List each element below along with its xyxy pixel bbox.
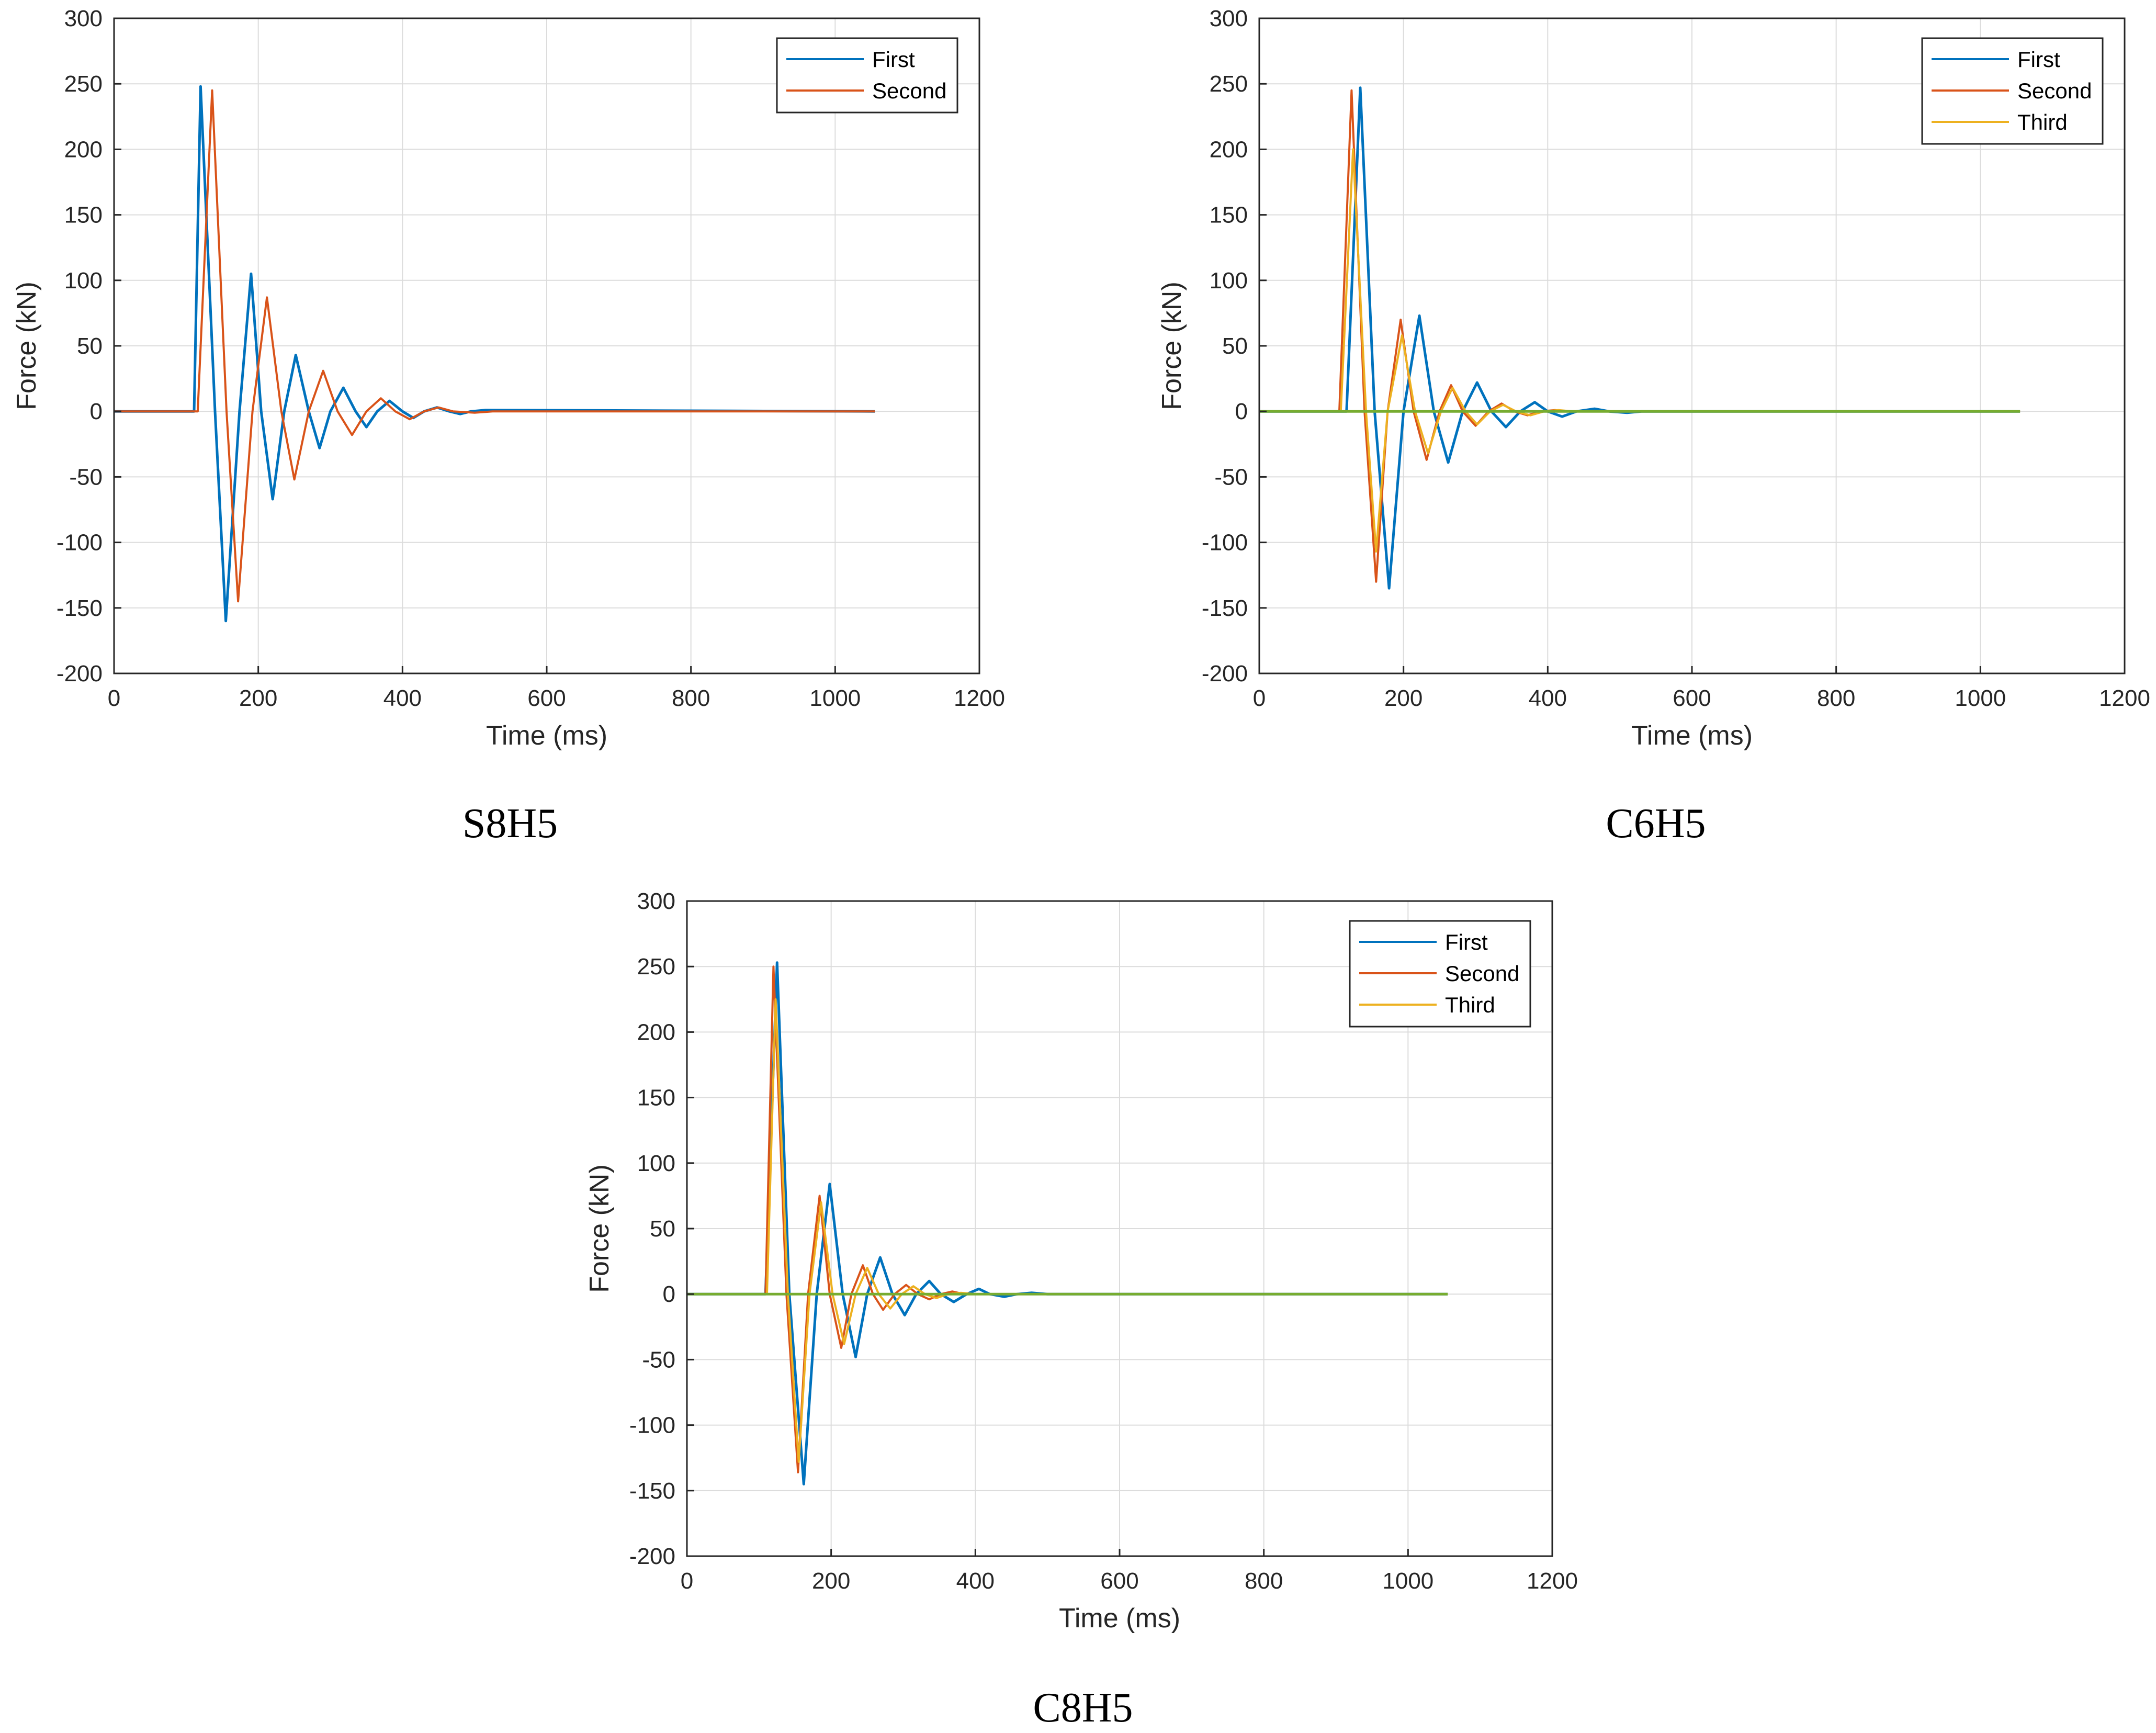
y-tick-label: 50 bbox=[650, 1216, 675, 1242]
x-axis-label: Time (ms) bbox=[1631, 721, 1753, 751]
y-tick-label: 50 bbox=[77, 333, 103, 359]
y-tick-label: -200 bbox=[629, 1544, 675, 1569]
series-line-second bbox=[114, 89, 875, 603]
x-tick-label: 400 bbox=[383, 685, 422, 711]
y-tick-label: -200 bbox=[1202, 661, 1248, 687]
x-tick-label: 800 bbox=[1245, 1568, 1283, 1594]
legend-label-second: Second bbox=[872, 78, 946, 103]
x-tick-label: 200 bbox=[1384, 685, 1423, 711]
x-tick-label: 1200 bbox=[2099, 685, 2150, 711]
x-tick-label: 1200 bbox=[1527, 1568, 1578, 1594]
y-tick-label: -150 bbox=[629, 1478, 675, 1504]
y-tick-label: 100 bbox=[1210, 268, 1248, 294]
chart-caption: S8H5 bbox=[462, 801, 558, 847]
y-axis-label: Force (kN) bbox=[12, 282, 42, 410]
y-tick-label: 150 bbox=[1210, 202, 1248, 228]
legend: First Second Third bbox=[1921, 37, 2104, 145]
y-tick-label: 300 bbox=[637, 888, 675, 914]
series-line-first bbox=[1259, 86, 2020, 590]
x-tick-label: 0 bbox=[681, 1568, 693, 1594]
y-tick-label: 300 bbox=[1210, 6, 1248, 31]
y-tick-label: 150 bbox=[64, 202, 103, 228]
x-tick-label: 0 bbox=[108, 685, 120, 711]
y-tick-label: -200 bbox=[57, 661, 103, 687]
x-tick-label: 1000 bbox=[1955, 685, 2006, 711]
x-axis-label: Time (ms) bbox=[1059, 1603, 1180, 1634]
series-line-third bbox=[687, 998, 1448, 1463]
series-line-third bbox=[1259, 148, 2020, 553]
y-axis-label: Force (kN) bbox=[584, 1164, 615, 1293]
chart-panel-s8h5: 0 200 400 600 800 1000 1200 -200 -150 -100 -50 0 50 1… bbox=[12, 6, 1005, 847]
x-tick-label: 400 bbox=[956, 1568, 995, 1594]
y-tick-label: -150 bbox=[1202, 595, 1248, 621]
legend-label-first: First bbox=[872, 47, 915, 72]
x-tick-label: 600 bbox=[1673, 685, 1711, 711]
x-tick-label: 400 bbox=[1529, 685, 1567, 711]
y-tick-label: -150 bbox=[57, 595, 103, 621]
x-tick-label: 600 bbox=[527, 685, 566, 711]
y-tick-label: 250 bbox=[637, 954, 675, 980]
y-tick-label: 200 bbox=[64, 137, 103, 162]
y-tick-label: -100 bbox=[1202, 530, 1248, 556]
chart-panel-c8h5: 0 200 400 600 800 1000 1200 -200 -150 -100 -50 0 50 1… bbox=[584, 888, 1578, 1731]
y-tick-label: 0 bbox=[90, 399, 103, 424]
x-tick-label: 200 bbox=[239, 685, 277, 711]
legend-label-first: First bbox=[1445, 930, 1488, 954]
legend-label-second: Second bbox=[2017, 78, 2092, 103]
y-axis-label: Force (kN) bbox=[1157, 282, 1187, 410]
chart-caption: C8H5 bbox=[1033, 1685, 1133, 1731]
y-tick-label: 0 bbox=[663, 1281, 675, 1307]
legend: First Second Third bbox=[1349, 920, 1531, 1028]
y-tick-label: 150 bbox=[637, 1085, 675, 1111]
x-tick-label: 800 bbox=[1817, 685, 1855, 711]
x-tick-label: 600 bbox=[1100, 1568, 1138, 1594]
y-tick-label: -50 bbox=[642, 1347, 675, 1372]
y-tick-label: -50 bbox=[69, 464, 103, 490]
x-tick-label: 1200 bbox=[954, 685, 1005, 711]
y-tick-label: 0 bbox=[1235, 399, 1248, 424]
y-tick-label: -100 bbox=[629, 1413, 675, 1438]
legend-label-third: Third bbox=[1445, 993, 1495, 1017]
legend-box bbox=[776, 37, 958, 114]
chart-panel-c6h5: 0 200 400 600 800 1000 1200 -200 -150 -100 -50 0 50 1… bbox=[1157, 6, 2150, 847]
x-tick-label: 1000 bbox=[1382, 1568, 1433, 1594]
x-axis-label: Time (ms) bbox=[486, 721, 607, 751]
x-tick-label: 200 bbox=[812, 1568, 850, 1594]
y-tick-label: 100 bbox=[637, 1151, 675, 1176]
x-tick-label: 1000 bbox=[809, 685, 861, 711]
y-tick-label: 200 bbox=[1210, 137, 1248, 162]
legend-label-first: First bbox=[2017, 47, 2060, 72]
y-tick-label: 250 bbox=[64, 71, 103, 97]
y-tick-label: 100 bbox=[64, 268, 103, 294]
y-tick-label: 200 bbox=[637, 1019, 675, 1045]
x-tick-label: 800 bbox=[672, 685, 710, 711]
legend-box bbox=[1921, 37, 2104, 145]
legend: First Second bbox=[776, 37, 958, 114]
x-tick-label: 0 bbox=[1253, 685, 1266, 711]
series-line-first bbox=[687, 961, 1448, 1486]
y-tick-label: -50 bbox=[1214, 464, 1248, 490]
y-tick-label: 50 bbox=[1222, 333, 1248, 359]
legend-label-third: Third bbox=[2017, 110, 2068, 134]
y-tick-label: 250 bbox=[1210, 71, 1248, 97]
y-tick-label: 300 bbox=[64, 6, 103, 31]
y-tick-label: -100 bbox=[57, 530, 103, 556]
legend-label-second: Second bbox=[1445, 961, 1519, 986]
chart-caption: C6H5 bbox=[1606, 801, 1706, 847]
